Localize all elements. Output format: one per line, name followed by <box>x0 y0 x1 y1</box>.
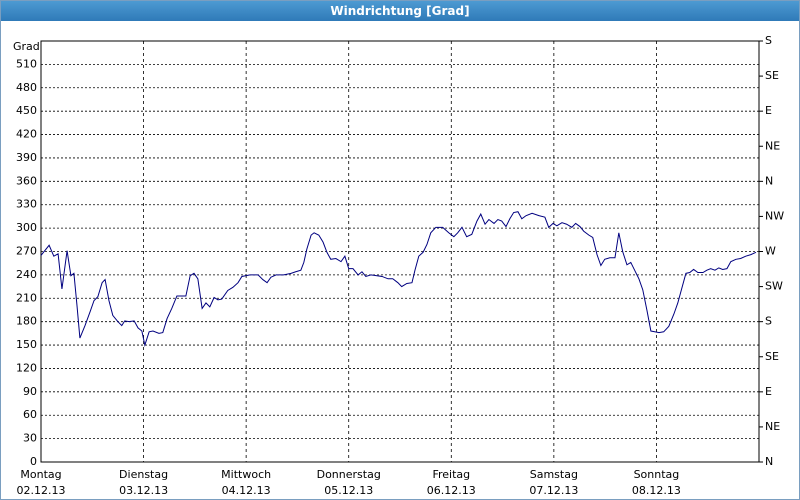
y-tick-label: 180 <box>16 315 37 328</box>
y2-tick-label: E <box>765 385 772 398</box>
y2-tick-label: NE <box>765 420 780 433</box>
y2-tick-label: SW <box>765 280 783 293</box>
y2-tick-label: SE <box>765 350 779 363</box>
y-tick-label: 300 <box>16 221 37 234</box>
x-tick-label: Montag <box>20 468 61 481</box>
y-tick-label: 450 <box>16 104 37 117</box>
x-tick-label: Dienstag <box>119 468 168 481</box>
y-tick-label: 480 <box>16 81 37 94</box>
x-tick-date: 03.12.13 <box>119 484 168 497</box>
y2-tick-label: SE <box>765 69 779 82</box>
y2-tick-label: S <box>765 34 772 47</box>
y2-tick-label: NW <box>765 209 784 222</box>
y-tick-label: 0 <box>30 455 37 468</box>
y-tick-label: 210 <box>16 291 37 304</box>
x-tick-date: 05.12.13 <box>324 484 373 497</box>
y-tick-label: 120 <box>16 361 37 374</box>
data-line <box>40 211 757 347</box>
y2-tick-label: NE <box>765 139 780 152</box>
x-tick-label: Freitag <box>432 468 470 481</box>
y-tick-label: 240 <box>16 268 37 281</box>
y-tick-label: 150 <box>16 338 37 351</box>
y-tick-label: 420 <box>16 128 37 141</box>
y-tick-label: 30 <box>23 432 37 445</box>
chart-title: Windrichtung [Grad] <box>1 1 799 21</box>
x-tick-label: Samstag <box>530 468 578 481</box>
y-tick-label: 360 <box>16 174 37 187</box>
y-tick-label: 270 <box>16 245 37 258</box>
y-tick-label: 330 <box>16 198 37 211</box>
x-tick-label: Sonntag <box>634 468 680 481</box>
x-tick-date: 02.12.13 <box>17 484 66 497</box>
y-axis-label: Grad <box>13 40 40 53</box>
y-tick-label: 60 <box>23 408 37 421</box>
y-tick-label: 510 <box>16 57 37 70</box>
x-tick-date: 04.12.13 <box>222 484 271 497</box>
y2-tick-label: N <box>765 174 773 187</box>
x-tick-label: Donnerstag <box>317 468 381 481</box>
y-tick-label: 390 <box>16 151 37 164</box>
y2-tick-label: S <box>765 315 772 328</box>
y2-tick-label: E <box>765 104 772 117</box>
x-tick-date: 07.12.13 <box>529 484 578 497</box>
y2-tick-label: N <box>765 455 773 468</box>
y-tick-label: 90 <box>23 385 37 398</box>
plot-frame <box>40 40 760 463</box>
x-tick-date: 06.12.13 <box>427 484 476 497</box>
y2-tick-label: W <box>765 245 776 258</box>
x-tick-label: Mittwoch <box>221 468 271 481</box>
x-tick-date: 08.12.13 <box>632 484 681 497</box>
